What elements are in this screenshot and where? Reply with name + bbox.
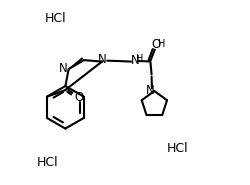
Text: HCl: HCl: [166, 142, 187, 154]
Text: N: N: [130, 54, 139, 67]
Text: H: H: [136, 54, 143, 64]
Text: H: H: [157, 39, 164, 49]
Text: N: N: [98, 53, 106, 66]
Text: HCl: HCl: [44, 12, 66, 25]
Text: HCl: HCl: [37, 156, 59, 169]
Text: N: N: [58, 62, 67, 75]
Text: O: O: [151, 38, 160, 51]
Text: N: N: [145, 84, 154, 97]
Text: O: O: [74, 91, 83, 104]
